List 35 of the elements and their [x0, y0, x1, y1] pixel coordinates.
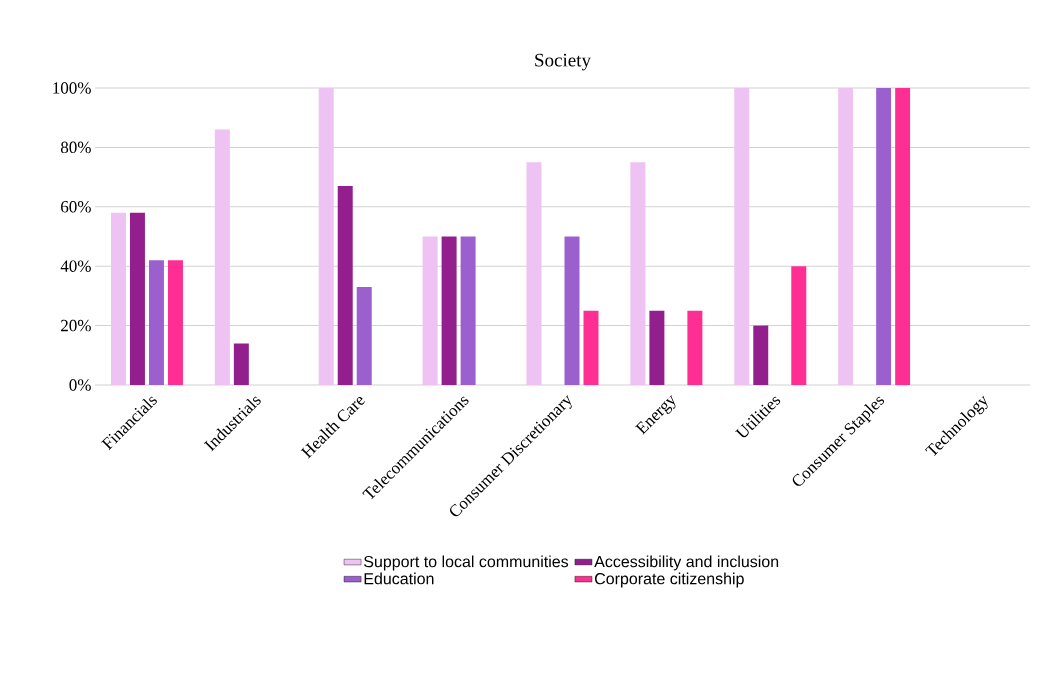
bar [460, 236, 476, 385]
y-tick-label: 80% [60, 141, 91, 154]
legend-label: Corporate citizenship [595, 572, 744, 588]
bar [753, 325, 769, 385]
legend-label: Education [364, 572, 434, 585]
bar [876, 87, 892, 385]
y-tick-label: 60% [61, 201, 91, 213]
bar [734, 87, 750, 385]
bar [649, 310, 665, 385]
bar [441, 236, 457, 385]
bar [838, 87, 854, 385]
bar [687, 310, 703, 385]
bar [791, 266, 807, 385]
bar [233, 343, 249, 385]
bar [422, 236, 438, 385]
bar [129, 212, 145, 385]
bar [110, 212, 126, 385]
bar [356, 286, 372, 385]
bar [583, 310, 599, 385]
bar [148, 260, 164, 385]
bar [167, 260, 183, 385]
bar [526, 162, 542, 385]
y-tick-label: 0% [69, 379, 91, 391]
y-tick-label: 100% [53, 82, 91, 94]
y-tick-label: 40% [60, 260, 91, 272]
bar [337, 186, 353, 385]
bar [564, 236, 580, 385]
bar [630, 162, 646, 385]
bar [318, 87, 334, 385]
legend-label: Accessibility and inclusion [594, 555, 779, 571]
bar [214, 129, 230, 385]
legend-label: Support to local communities [364, 555, 569, 571]
y-tick-label: 20% [61, 319, 91, 332]
chart-title: Society [535, 53, 591, 71]
bar [895, 87, 911, 385]
